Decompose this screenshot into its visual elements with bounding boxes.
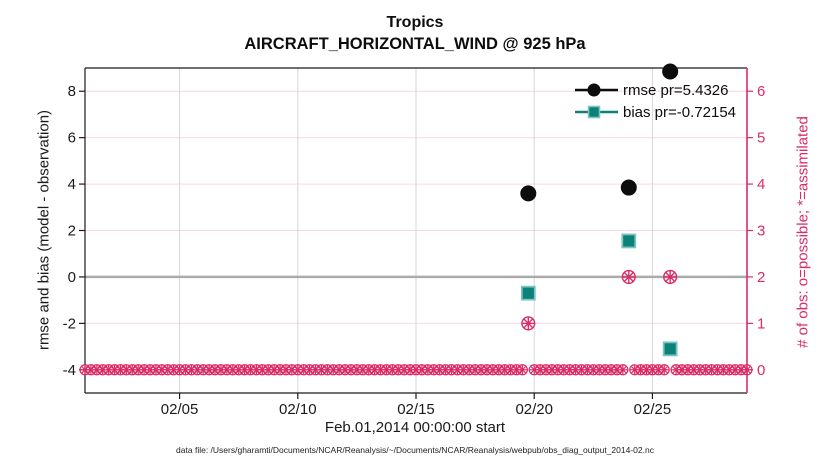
y-left-tick-label: -2 — [63, 315, 76, 332]
legend-label-rmse: rmse pr=5.4326 — [623, 81, 729, 99]
legend-entry-rmse: rmse pr=5.4326 — [574, 79, 736, 101]
legend: rmse pr=5.4326 bias pr=-0.72154 — [574, 79, 736, 123]
y-right-tick-label: 6 — [757, 83, 765, 100]
legend-entry-bias: bias pr=-0.72154 — [574, 101, 736, 123]
y-right-tick-label: 4 — [757, 176, 765, 193]
vertical-gridlines — [179, 68, 653, 393]
rmse-series-markers — [520, 63, 679, 202]
obs-count-markers — [521, 269, 678, 331]
data-file-caption: data file: /Users/gharamti/Documents/NCA… — [176, 445, 654, 455]
y-right-tick-label: 2 — [757, 269, 765, 286]
y-left-tick-label: -4 — [63, 362, 76, 379]
x-tick-label: 02/25 — [634, 401, 672, 418]
y-right-tick-label: 1 — [757, 315, 765, 332]
obs-count-baseline-markers — [79, 364, 753, 376]
chart-subtitle: AIRCRAFT_HORIZONTAL_WIND @ 925 hPa — [244, 35, 586, 53]
rmse-legend-marker-icon — [575, 83, 618, 97]
chart-title: Tropics — [386, 14, 444, 31]
y-left-tick-label: 2 — [68, 223, 76, 240]
y-left-tick-label: 0 — [68, 269, 76, 286]
bias-series-markers — [520, 233, 678, 357]
x-tick-label: 02/10 — [279, 401, 317, 418]
x-tick-label: 02/05 — [161, 401, 199, 418]
x-tick-label: 02/20 — [515, 401, 553, 418]
y-left-tick-label: 8 — [68, 83, 76, 100]
y-right-tick-label: 3 — [757, 223, 765, 240]
x-tick-label: 02/15 — [397, 401, 435, 418]
y-right-tick-label: 0 — [757, 362, 765, 379]
y-left-tick-label: 4 — [68, 176, 76, 193]
y-axis-label-left: rmse and bias (model - observation) — [35, 109, 53, 351]
y-left-tick-label: 6 — [68, 130, 76, 147]
y-axis-label-right: # of obs: o=possible; *=assimilated — [794, 116, 812, 348]
bias-legend-marker-icon — [575, 105, 618, 119]
legend-label-bias: bias pr=-0.72154 — [623, 103, 736, 121]
chart-title-block: Tropics AIRCRAFT_HORIZONTAL_WIND @ 925 h… — [0, 13, 830, 55]
x-axis-label: Feb.01,2014 00:00:00 start — [324, 419, 506, 436]
y-right-tick-label: 5 — [757, 130, 765, 147]
